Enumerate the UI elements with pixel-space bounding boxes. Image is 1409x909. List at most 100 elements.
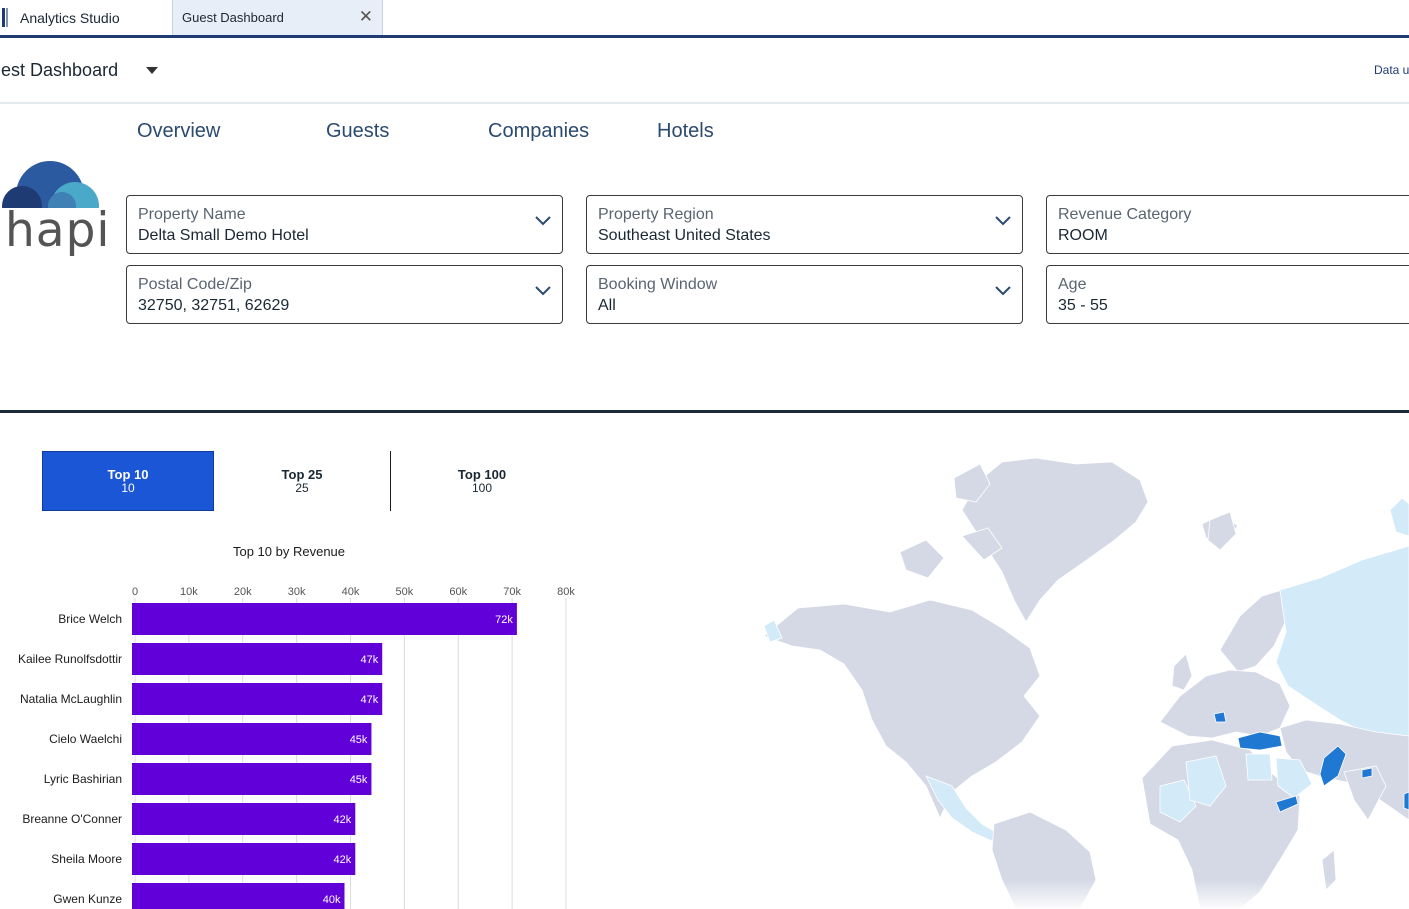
app-bars-icon [2,8,9,27]
data-label: 47k [360,654,378,666]
close-icon[interactable]: ✕ [358,7,373,26]
app-tab[interactable]: Analytics Studio [0,0,172,35]
nav-companies[interactable]: Companies [488,120,590,142]
x-tick-label: 70k [503,586,521,598]
x-tick-label: 10k [180,586,198,598]
nav-guests[interactable]: Guests [326,120,390,142]
filter-label: Booking Window [598,276,718,293]
x-tick-label: 20k [234,586,252,598]
chart-title: Top 10 by Revenue [233,544,345,559]
caret-down-icon[interactable] [146,67,158,74]
chevron-down-icon [535,286,551,296]
tab-label: Guest Dashboard [182,10,284,25]
map-region-pakistan[interactable] [1319,745,1347,787]
map-region-svalbard[interactable] [1207,511,1237,551]
bar[interactable] [132,723,372,755]
map-region-europe[interactable] [1159,669,1291,739]
data-label: 40k [323,894,341,906]
x-tick-label: 40k [342,586,360,598]
filter-value: Delta Small Demo Hotel [138,227,309,244]
x-tick-label: 0 [132,586,138,598]
filter-value: 32750, 32751, 62629 [138,297,290,314]
chevron-down-icon [995,286,1011,296]
x-tick-label: 60k [449,586,467,598]
tab-strip: Analytics Studio Guest Dashboard ✕ [0,0,1409,38]
category-label: Lyric Bashirian [44,772,122,786]
app-title: Analytics Studio [20,9,120,26]
postal-code-filter[interactable]: Postal Code/Zip 32750, 32751, 62629 [126,265,563,324]
map-region-egypt[interactable] [1245,753,1273,781]
hapi-logo [2,161,99,208]
map-region-greenland[interactable] [961,457,1149,623]
map-region-arctic-islands[interactable] [899,463,1003,579]
top-100-button[interactable]: Top 100 100 [391,451,573,511]
filter-label: Age [1058,276,1087,293]
map-region-alaska-coast[interactable] [763,619,783,643]
filter-value: ROOM [1058,227,1108,244]
filter-value: All [598,297,616,314]
data-label: 45k [350,734,368,746]
chevron-down-icon [535,216,551,226]
world-map[interactable] [740,440,1409,909]
bar[interactable] [132,883,345,909]
bar[interactable] [132,683,383,715]
map-region-saudi-arabia[interactable] [1275,757,1313,799]
property-name-filter[interactable]: Property Name Delta Small Demo Hotel [126,195,563,254]
map-region-north-america[interactable] [763,599,1041,819]
topn-sub: 25 [295,481,309,495]
bar[interactable] [132,763,372,795]
map-region-bangladesh[interactable] [1361,767,1373,779]
map-region-east-india[interactable] [1403,791,1409,811]
data-label: 47k [360,694,378,706]
chevron-down-icon [995,216,1011,226]
topn-label: Top 10 [107,467,149,482]
topn-label: Top 100 [457,467,507,482]
map-region-madagascar[interactable] [1321,849,1337,891]
bar[interactable] [132,643,383,675]
map-region-russia-north[interactable] [1389,497,1409,537]
bar[interactable] [132,603,517,635]
booking-window-filter[interactable]: Booking Window All [586,265,1023,324]
category-label: Breanne O'Conner [22,812,122,826]
x-tick-label: 30k [288,586,306,598]
nav-hotels[interactable]: Hotels [657,120,714,142]
tab-guest-dashboard[interactable]: Guest Dashboard ✕ [172,0,383,35]
toggle-divider [390,451,391,511]
section-divider [0,410,1409,413]
category-label: Kailee Runolfsdottir [18,652,122,666]
data-label: 72k [495,614,513,626]
map-region-uk[interactable] [1171,653,1193,691]
x-tick-label: 80k [557,586,575,598]
map-region-south-america[interactable] [991,811,1097,909]
revenue-bar-chart: Top 10 by Revenue 0 10k 20k 30k 40k 50k 60k 70k… [18,544,575,909]
top-10-button[interactable]: Top 10 10 [42,451,214,511]
data-link[interactable]: Data u [1374,63,1409,77]
nav-overview[interactable]: Overview [137,120,221,142]
map-region-serbia[interactable] [1213,711,1227,723]
top-25-button[interactable]: Top 25 25 [214,451,390,511]
x-tick-label: 50k [396,586,414,598]
property-region-filter[interactable]: Property Region Southeast United States [586,195,1023,254]
logo-text: hapi [5,203,111,258]
category-label: Brice Welch [58,612,122,626]
bar[interactable] [132,803,356,835]
topn-sub: 100 [471,481,493,495]
map-region-turkey[interactable] [1237,731,1283,751]
data-label: 45k [350,774,368,786]
map-region-algeria[interactable] [1185,755,1227,807]
age-filter[interactable]: Age 35 - 55 [1046,265,1409,324]
category-label: Gwen Kunze [53,892,122,906]
filter-label: Postal Code/Zip [138,276,252,293]
bar[interactable] [132,843,356,875]
revenue-category-filter[interactable]: Revenue Category ROOM [1046,195,1409,254]
category-label: Natalia McLaughlin [20,692,122,706]
map-region-mali[interactable] [1159,779,1197,823]
filter-value: Southeast United States [598,227,771,244]
topn-sub: 10 [121,481,135,495]
page-title: uest Dashboard [0,60,119,80]
map-region-india[interactable] [1343,765,1387,821]
data-label: 42k [334,854,352,866]
filter-value: 35 - 55 [1058,297,1108,314]
map-region-yemen[interactable] [1275,795,1299,813]
dashboard-header: uest Dashboard Data u [0,41,1409,104]
